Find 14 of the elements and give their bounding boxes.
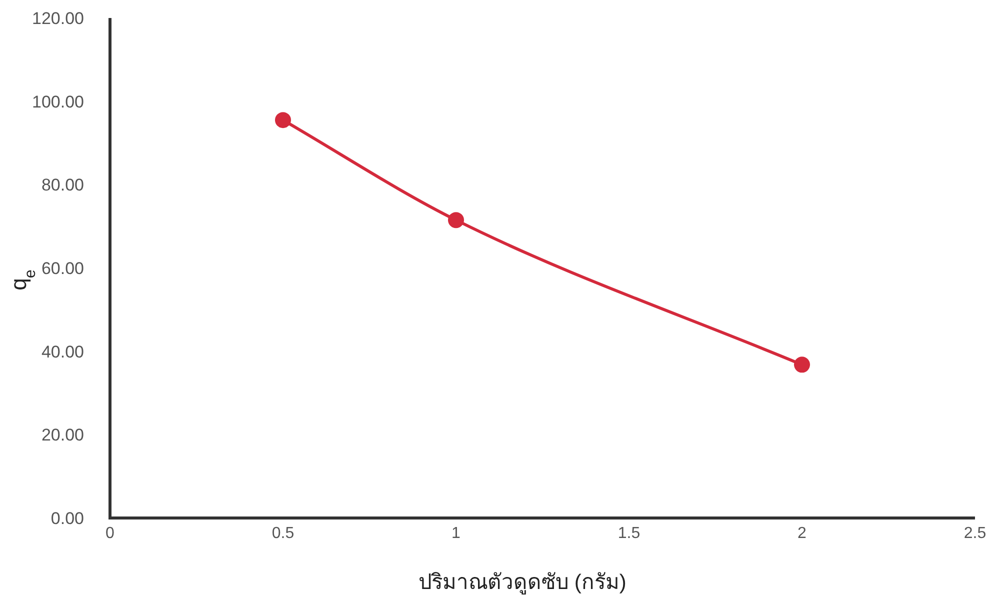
y-tick-label: 80.00 <box>41 176 84 195</box>
y-tick-label: 20.00 <box>41 426 84 445</box>
x-axis-title: ปริมาณตัวดูดซับ (กรัม) <box>418 571 626 594</box>
y-tick-label: 0.00 <box>50 509 84 528</box>
y-tick-label: 100.00 <box>32 92 84 112</box>
x-tick-label: 0 <box>106 525 114 542</box>
x-tick-label: 0.5 <box>272 525 294 542</box>
x-tick-label: 1 <box>452 525 460 542</box>
y-tick-label: 60.00 <box>41 259 84 278</box>
x-tick-label: 1.5 <box>618 525 640 542</box>
x-tick-label: 2.5 <box>964 525 986 542</box>
x-tick-label: 2 <box>798 525 806 542</box>
y-tick-label: 40.00 <box>41 342 84 362</box>
y-tick-label: 120.00 <box>32 9 84 28</box>
